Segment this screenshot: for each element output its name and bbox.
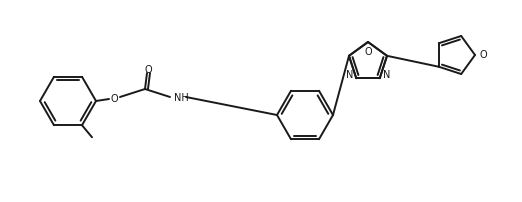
Text: O: O [479,50,487,60]
Text: N: N [383,70,390,80]
Text: N: N [346,70,353,80]
Text: NH: NH [174,93,189,103]
Text: O: O [110,94,118,104]
Text: O: O [144,65,152,75]
Text: O: O [364,47,372,57]
